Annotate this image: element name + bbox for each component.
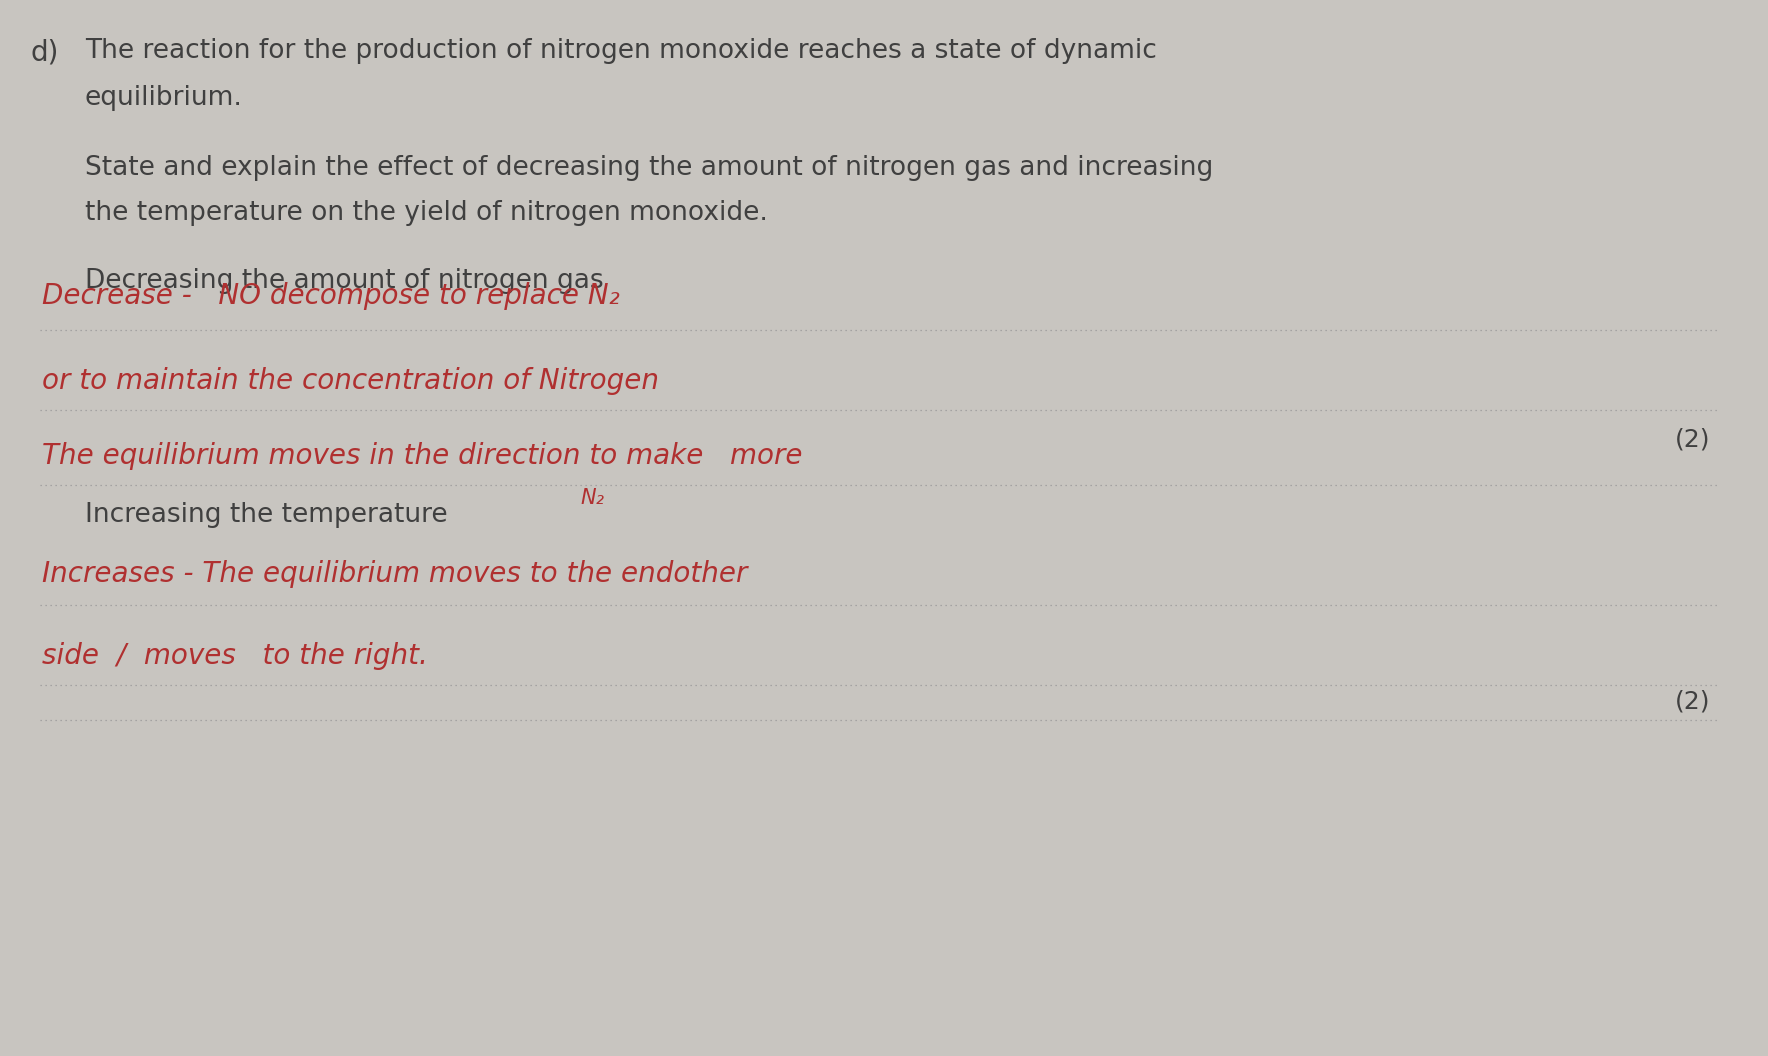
Text: Decreasing the amount of nitrogen gas: Decreasing the amount of nitrogen gas [85,268,603,294]
Text: d): d) [30,38,58,65]
Text: the temperature on the yield of nitrogen monoxide.: the temperature on the yield of nitrogen… [85,200,767,226]
Text: equilibrium.: equilibrium. [85,84,242,111]
Text: Decrease -   NO decompose to replace N₂: Decrease - NO decompose to replace N₂ [42,282,621,310]
Text: or to maintain the concentration of Nitrogen: or to maintain the concentration of Nitr… [42,367,659,395]
Text: Increasing the temperature: Increasing the temperature [85,502,447,528]
Text: side  /  moves   to the right.: side / moves to the right. [42,642,428,670]
Text: The reaction for the production of nitrogen monoxide reaches a state of dynamic: The reaction for the production of nitro… [85,38,1156,64]
Text: Increases - The equilibrium moves to the endother: Increases - The equilibrium moves to the… [42,560,748,588]
Text: (2): (2) [1674,428,1710,452]
Text: (2): (2) [1674,690,1710,714]
Text: N₂: N₂ [580,488,605,508]
Text: State and explain the effect of decreasing the amount of nitrogen gas and increa: State and explain the effect of decreasi… [85,155,1213,181]
Text: The equilibrium moves in the direction to make   more: The equilibrium moves in the direction t… [42,442,803,470]
